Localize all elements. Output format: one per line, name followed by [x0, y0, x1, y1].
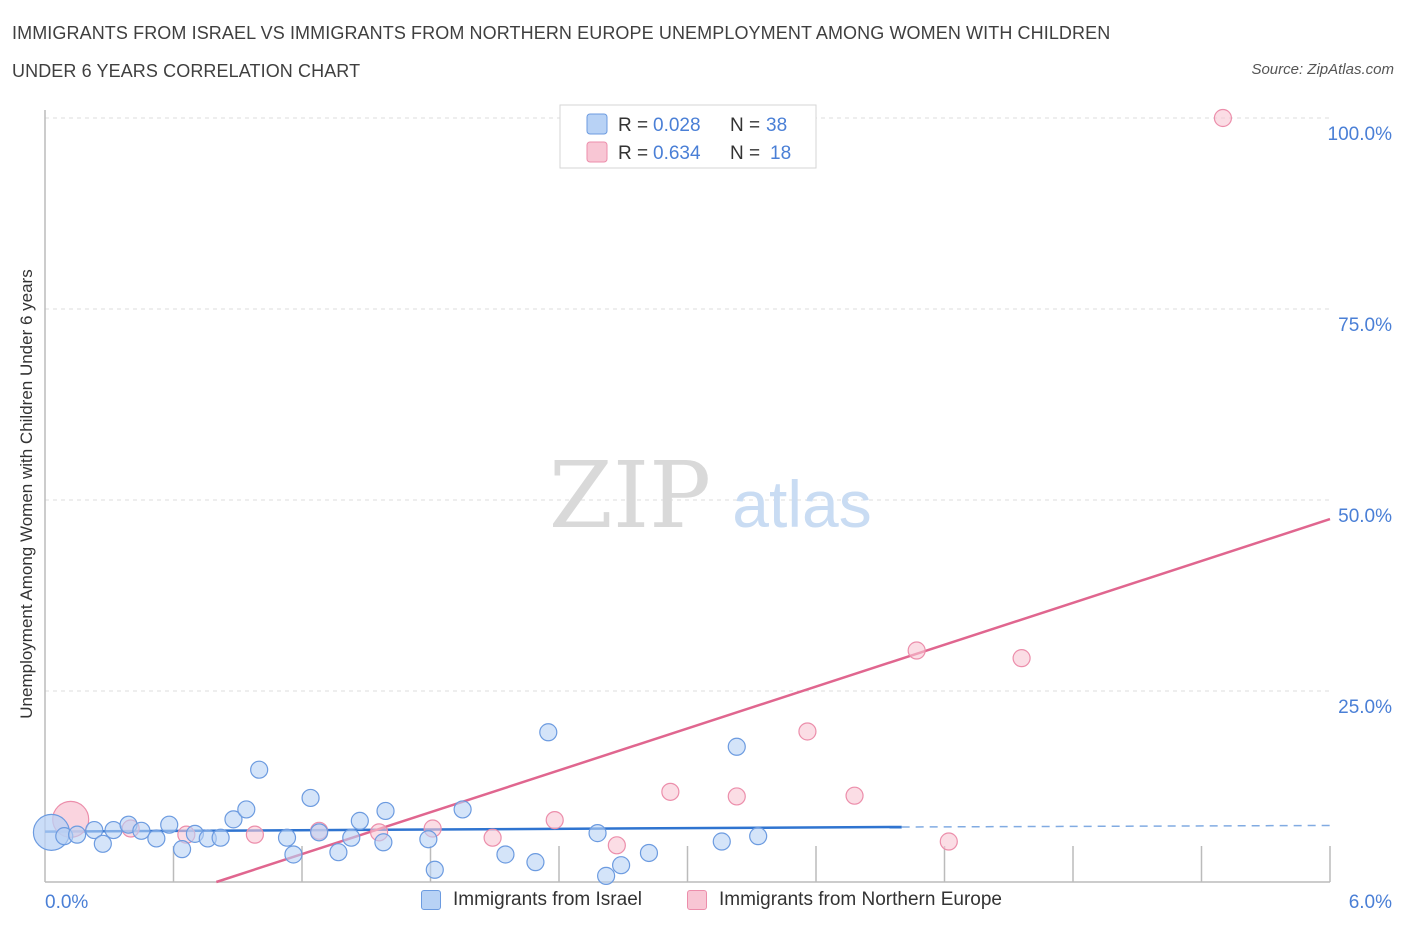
point-northern-europe-9	[607, 836, 626, 855]
legend-r-value-northern-europe: 0.634	[653, 143, 701, 164]
point-israel-15	[237, 800, 256, 819]
point-israel-19	[301, 788, 320, 808]
point-israel-22	[350, 811, 369, 830]
y-tick-label-2: 50.0%	[1338, 506, 1392, 527]
series-legend-label-northern-europe: Immigrants from Northern Europe	[719, 889, 1002, 910]
point-israel-25	[376, 801, 395, 821]
data-points	[32, 108, 1233, 885]
x-tick-label-min: 0.0%	[45, 892, 88, 913]
trend-line-israel-extension	[901, 824, 1331, 828]
series-legend-swatch-israel	[421, 890, 441, 910]
legend-n-value-northern-europe: 18	[770, 143, 791, 164]
point-israel-9	[160, 815, 179, 834]
point-israel-31	[539, 723, 558, 742]
point-israel-30	[526, 853, 545, 872]
y-tick-label-3: 25.0%	[1338, 697, 1392, 718]
grid-lines	[45, 117, 1330, 692]
watermark-atlas: atlas	[732, 467, 871, 541]
legend-r-value-israel: 0.028	[653, 115, 701, 136]
point-israel-17	[277, 828, 297, 847]
point-northern-europe-11	[727, 787, 746, 806]
point-israel-26	[419, 830, 438, 849]
point-israel-35	[639, 843, 659, 863]
point-northern-europe-16	[1012, 649, 1031, 668]
series-legend-item-israel[interactable]: Immigrants from Israel	[421, 889, 642, 911]
point-northern-europe-14	[907, 641, 926, 660]
point-israel-4	[93, 834, 112, 853]
chart-title-line-2: UNDER 6 YEARS CORRELATION CHART	[12, 61, 361, 81]
legend-swatch-northern-europe	[586, 141, 608, 163]
point-northern-europe-17	[1213, 108, 1233, 128]
point-israel-27	[425, 860, 444, 879]
point-israel-36	[712, 832, 731, 851]
point-israel-28	[453, 800, 472, 819]
point-israel-20	[310, 823, 329, 842]
point-israel-33	[597, 866, 616, 885]
watermark: ZIP atlas	[549, 442, 872, 549]
legend-n-value-israel: 38	[766, 115, 787, 136]
legend-n-label-northern-europe: N =	[730, 143, 760, 164]
point-northern-europe-13	[845, 786, 864, 805]
trend-line-northern-europe	[215, 517, 1331, 884]
point-israel-32	[588, 824, 607, 843]
point-israel-7	[132, 821, 151, 840]
series-legend: Immigrants from Israel Immigrants from N…	[0, 889, 1406, 915]
y-axis-label: Unemployment Among Women with Children U…	[17, 269, 36, 719]
point-israel-14	[224, 810, 243, 829]
point-northern-europe-3	[245, 825, 264, 844]
point-israel-10	[172, 840, 192, 859]
y-tick-label-0: 100.0%	[1328, 124, 1393, 145]
series-legend-item-northern-europe[interactable]: Immigrants from Northern Europe	[687, 889, 1002, 911]
point-israel-34	[612, 856, 631, 875]
point-israel-23	[342, 828, 361, 847]
point-northern-europe-7	[483, 828, 502, 847]
legend-r-label-israel: R =	[618, 115, 648, 136]
trend-lines	[44, 517, 1331, 884]
point-israel-3	[85, 820, 104, 840]
legend-swatch-israel	[586, 113, 608, 135]
point-israel-24	[374, 833, 393, 852]
point-israel-16	[250, 760, 269, 779]
stats-legend: R = 0.028 N = 38 R = 0.634 N = 18	[559, 104, 817, 169]
x-tick-label-max: 6.0%	[1349, 892, 1392, 913]
series-legend-label-israel: Immigrants from Israel	[453, 889, 642, 910]
point-israel-8	[147, 829, 166, 848]
point-israel-21	[329, 843, 348, 862]
chart-title-line-1: IMMIGRANTS FROM ISRAEL VS IMMIGRANTS FRO…	[12, 23, 1111, 43]
point-northern-europe-8	[545, 811, 564, 830]
point-israel-2	[68, 825, 87, 844]
point-israel-18	[284, 845, 303, 864]
point-israel-29	[496, 845, 515, 864]
tick-labels: 100.0% 75.0% 50.0% 25.0% 0.0% 6.0%	[45, 124, 1392, 913]
source-label: Source: ZipAtlas.com	[1251, 61, 1394, 78]
point-northern-europe-15	[939, 832, 958, 851]
point-northern-europe-12	[798, 722, 817, 741]
point-israel-38	[749, 827, 768, 846]
y-tick-label-1: 75.0%	[1338, 315, 1392, 336]
point-israel-37	[727, 737, 746, 756]
watermark-zip: ZIP	[549, 442, 711, 549]
series-legend-swatch-northern-europe	[687, 890, 707, 910]
legend-n-label-israel: N =	[730, 115, 760, 136]
point-northern-europe-10	[661, 782, 680, 801]
point-israel-13	[211, 828, 230, 847]
legend-r-label-northern-europe: R =	[618, 143, 648, 164]
